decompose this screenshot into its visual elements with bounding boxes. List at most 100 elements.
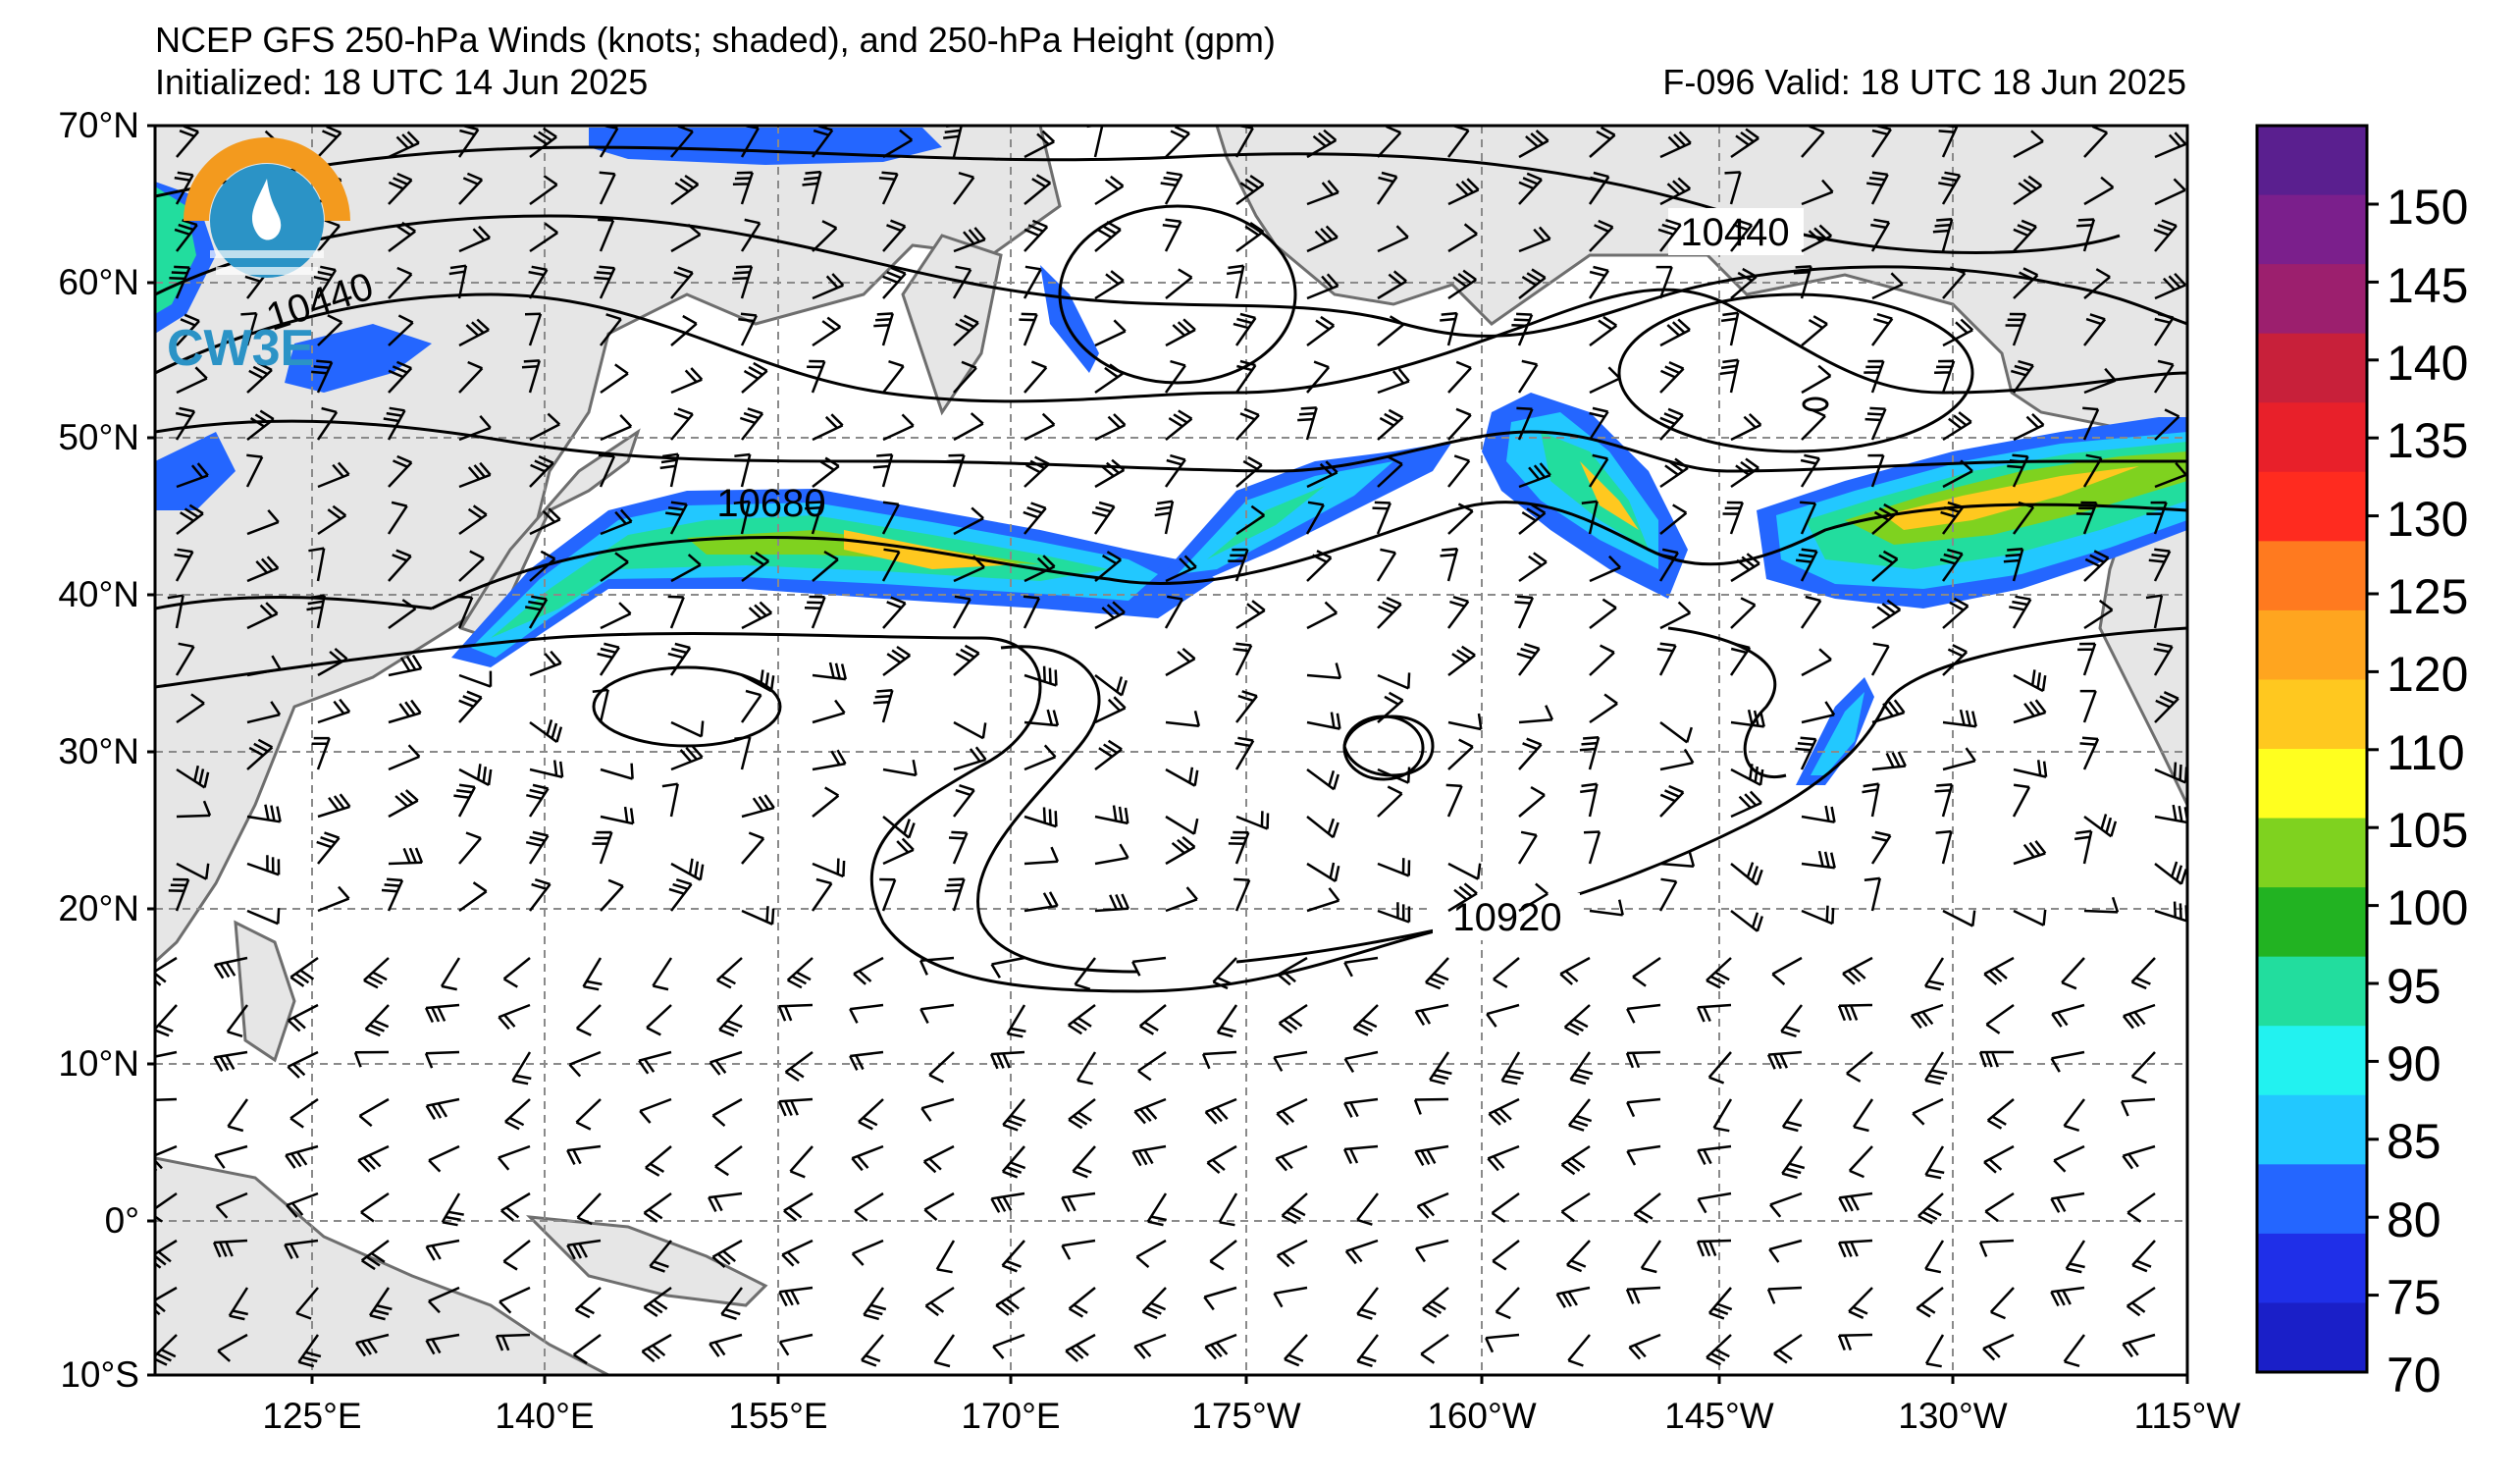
wind-barb	[1377, 691, 1404, 723]
wind-barb	[783, 1192, 814, 1222]
wind-barb	[777, 1097, 814, 1117]
wind-barb	[1429, 1051, 1452, 1086]
wind-barb	[1447, 882, 1478, 913]
wind-barb	[1769, 1192, 1803, 1218]
wind-barb	[738, 312, 759, 346]
wind-barb	[388, 699, 422, 724]
wind-barb	[600, 806, 635, 825]
wind-barb	[1633, 1192, 1661, 1224]
wind-barb	[1447, 269, 1477, 300]
wind-barb	[1001, 1145, 1026, 1179]
wind-barb	[804, 595, 826, 629]
wind-barb	[882, 129, 914, 159]
wind-barb	[708, 1192, 743, 1212]
wind-barb	[1447, 503, 1474, 535]
wind-barb	[388, 172, 413, 205]
svg-text:150: 150	[2387, 180, 2468, 235]
wind-barb	[425, 1239, 460, 1261]
wind-barb	[1589, 219, 1614, 252]
svg-text:155°E: 155°E	[728, 1396, 827, 1436]
wind-barb	[168, 877, 190, 912]
wind-barb	[1722, 501, 1744, 535]
wind-barb	[1135, 1239, 1167, 1269]
wind-barb	[575, 1004, 602, 1036]
wind-barb	[2013, 130, 2044, 159]
colorbar-segment	[2257, 818, 2367, 888]
wind-barb	[863, 1287, 887, 1321]
wind-barb	[1658, 548, 1679, 582]
wind-barb	[582, 957, 603, 991]
wind-barb	[1516, 406, 1534, 441]
wind-barb	[388, 266, 413, 299]
wind-barb	[1800, 501, 1817, 535]
wind-barb	[2077, 642, 2097, 676]
wind-barb	[1094, 551, 1122, 582]
wind-barb	[2153, 359, 2175, 394]
wind-barb	[670, 554, 702, 583]
wind-barb	[317, 698, 351, 724]
wind-barb	[1852, 1098, 1874, 1133]
wind-barb	[1447, 178, 1480, 206]
wind-barb	[1376, 171, 1398, 205]
wind-barb	[213, 1050, 248, 1073]
wind-barb	[2131, 1240, 2156, 1273]
wind-barb	[2074, 829, 2093, 865]
wind-barb	[575, 1098, 602, 1131]
wind-barb	[1696, 1239, 1732, 1257]
svg-text:140: 140	[2387, 336, 2468, 391]
wind-barb	[1276, 1097, 1308, 1126]
wind-barb	[1656, 642, 1677, 676]
wind-barb	[383, 406, 406, 441]
wind-barb	[1306, 816, 1339, 839]
wind-barb	[953, 555, 985, 583]
wind-barb	[227, 1098, 249, 1133]
wind-barb	[2154, 178, 2186, 206]
wind-barb	[1234, 736, 1255, 770]
wind-barb	[2013, 669, 2047, 693]
colorbar-frame	[2255, 124, 2369, 1374]
wind-barb	[858, 1098, 884, 1131]
wind-barb	[953, 360, 977, 394]
wind-barb	[741, 794, 775, 819]
svg-text:125°E: 125°E	[262, 1396, 361, 1436]
wind-barb	[289, 1097, 319, 1129]
wind-barb	[2013, 413, 2045, 442]
wind-barb	[1487, 1144, 1520, 1172]
wind-barb	[1306, 768, 1339, 791]
wind-barb	[458, 690, 483, 723]
colorbar-segment	[2257, 1026, 2367, 1096]
wind-barb	[1659, 503, 1688, 535]
wind-barb	[1343, 1097, 1379, 1118]
wind-barb	[1413, 1097, 1449, 1115]
wind-barb	[1518, 462, 1551, 489]
wind-barb	[317, 461, 350, 489]
wind-barb	[176, 800, 212, 819]
logo-text: CW3E	[167, 320, 314, 377]
wind-barb	[354, 1333, 390, 1357]
wind-barb	[1588, 265, 1610, 299]
wind-barb	[1377, 408, 1404, 441]
wind-barb	[1801, 805, 1836, 823]
wind-barb	[1514, 595, 1535, 629]
wind-barb	[1160, 171, 1183, 205]
wind-barb	[1659, 748, 1695, 771]
wind-barb	[2130, 1051, 2156, 1085]
wind-barb	[1801, 701, 1836, 724]
wind-barb	[1518, 737, 1543, 770]
wind-barb	[246, 556, 280, 583]
wind-barb	[734, 452, 752, 488]
wind-barb	[1235, 600, 1266, 630]
wind-barb	[1867, 453, 1885, 488]
wind-barb	[1094, 893, 1130, 913]
wind-barb	[2013, 219, 2037, 252]
wind-barb	[812, 662, 848, 681]
wind-barb	[638, 1050, 672, 1075]
wind-barb	[851, 1239, 884, 1266]
wind-barb	[990, 1192, 1025, 1213]
wind-barb	[456, 595, 474, 629]
wind-barb	[600, 552, 629, 583]
colorbar-segment	[2257, 471, 2367, 542]
wind-barb	[388, 314, 414, 346]
wind-barb	[1094, 175, 1125, 206]
wind-barb	[665, 501, 688, 535]
